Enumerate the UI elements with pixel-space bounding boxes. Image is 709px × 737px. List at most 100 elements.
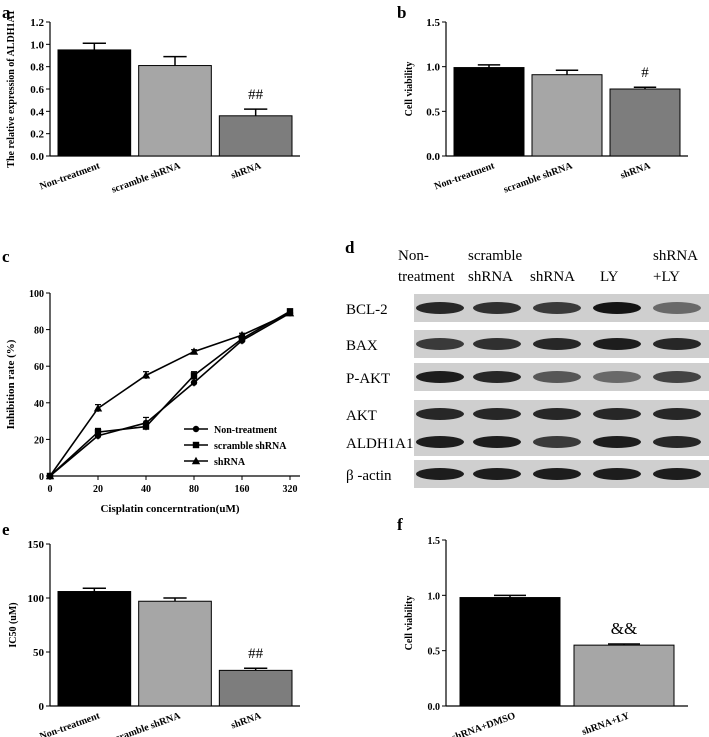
panel-letter-f: f xyxy=(397,515,403,534)
protein-band xyxy=(533,302,581,314)
y-tick-label: 0.4 xyxy=(30,106,44,118)
western-blot-panel: Non-treatment scramble shRNA shRNA LY shRNA +L… xyxy=(346,248,709,488)
data-point-circle xyxy=(192,425,200,433)
blot-row-label: β -actin xyxy=(346,468,392,484)
significance-marker: ## xyxy=(248,646,264,662)
y-tick-label: 0.5 xyxy=(428,647,441,658)
protein-band xyxy=(473,338,521,350)
protein-band xyxy=(533,371,581,383)
protein-band xyxy=(593,468,641,480)
protein-band xyxy=(416,371,464,383)
protein-band xyxy=(653,302,701,314)
protein-band xyxy=(416,302,464,314)
x-tick-label: 0 xyxy=(48,484,53,495)
lane-label-line2: LY xyxy=(600,269,619,285)
data-point-square xyxy=(238,335,246,342)
legend-label: Non-treatment xyxy=(214,425,278,436)
data-point-triangle xyxy=(45,471,55,480)
y-tick-label: 0.0 xyxy=(428,702,441,713)
protein-band xyxy=(593,436,641,448)
protein-band xyxy=(416,338,464,350)
x-category-label: shRNA xyxy=(230,710,264,731)
y-tick-label: 1.0 xyxy=(30,39,44,51)
y-tick-label: 1.2 xyxy=(30,17,44,29)
blot-row-label: P-AKT xyxy=(346,371,390,387)
y-axis-label: IC50 (uM) xyxy=(8,602,19,647)
y-tick-label: 100 xyxy=(28,593,45,605)
chart-c-inhibition-rate: 0 20 40 60 80 100 0 20 40 80 160 320 Cisplatin conce… xyxy=(5,289,300,515)
y-axis-label: Cell viability xyxy=(404,596,415,651)
y-tick-label: 20 xyxy=(34,435,44,446)
data-point-triangle xyxy=(93,404,103,412)
panel-letter-b: b xyxy=(397,3,406,22)
data-point-square xyxy=(192,441,200,449)
lane-label-line2: shRNA xyxy=(530,269,575,285)
bar xyxy=(609,88,681,157)
y-tick-label: 0.0 xyxy=(30,151,44,163)
y-tick-label: 50 xyxy=(33,647,45,659)
protein-band xyxy=(416,436,464,448)
y-tick-label: 1.0 xyxy=(428,591,441,602)
x-tick-label: 40 xyxy=(141,484,151,495)
x-category-label: Non-treatment xyxy=(433,160,497,192)
x-category-label: Non-treatment xyxy=(38,710,102,737)
protein-band xyxy=(653,338,701,350)
data-point-triangle xyxy=(191,456,201,465)
legend-label: shRNA xyxy=(214,457,246,468)
x-axis-label: Cisplatin concerntration(uM) xyxy=(100,503,239,515)
chart-e-ic50: 0 50 100 150 IC50 (uM) Non-treatment scramble … xyxy=(8,539,300,737)
y-tick-label: 1.0 xyxy=(426,62,440,74)
bar xyxy=(218,669,293,707)
series-line xyxy=(49,312,291,477)
x-tick-label: 320 xyxy=(283,484,298,495)
y-axis-label: Cell viability xyxy=(404,62,415,117)
protein-band xyxy=(533,468,581,480)
protein-band xyxy=(473,408,521,420)
x-tick-label: 80 xyxy=(189,484,199,495)
y-tick-label: 1.5 xyxy=(428,536,441,547)
panel-letter-c: c xyxy=(2,247,10,266)
lane-label-line1: shRNA xyxy=(653,248,698,264)
x-category-label: shRNA+LY xyxy=(580,710,631,737)
x-tick-label: 160 xyxy=(235,484,250,495)
panel-letter-d: d xyxy=(345,238,355,257)
bar xyxy=(57,591,132,707)
chart-f-cell-viability: 0.0 0.5 1.0 1.5 Cell viability shRNA+DMSO && sh… xyxy=(404,536,688,737)
panel-letter-e: e xyxy=(2,520,10,539)
x-category-label: shRNA+DMSO xyxy=(450,710,517,737)
y-tick-label: 0.5 xyxy=(426,106,440,118)
protein-band xyxy=(533,436,581,448)
data-point-triangle xyxy=(237,330,247,339)
protein-band xyxy=(473,302,521,314)
y-tick-label: 0.6 xyxy=(30,84,44,96)
series-line xyxy=(49,310,291,477)
protein-band xyxy=(533,338,581,350)
y-axis-label: Inhibition rate (%) xyxy=(5,339,17,429)
x-category-label: shRNA xyxy=(619,160,653,181)
data-point-square xyxy=(190,372,198,379)
protein-band xyxy=(533,408,581,420)
panel-letter-a: a xyxy=(2,3,11,22)
protein-band xyxy=(593,302,641,314)
x-category-label: shRNA xyxy=(230,160,264,181)
y-tick-label: 0 xyxy=(39,472,44,483)
protein-band xyxy=(416,468,464,480)
y-tick-label: 100 xyxy=(29,289,44,300)
significance-marker: ## xyxy=(248,87,264,103)
protein-band xyxy=(473,436,521,448)
y-tick-label: 1.5 xyxy=(426,17,440,29)
x-category-label: scramble shRNA xyxy=(502,160,575,195)
data-point-circle xyxy=(190,379,198,386)
protein-band xyxy=(593,338,641,350)
protein-band xyxy=(473,468,521,480)
y-tick-label: 40 xyxy=(34,399,44,410)
significance-marker: # xyxy=(641,65,649,81)
blot-row-label: BCL-2 xyxy=(346,302,388,318)
protein-band xyxy=(593,408,641,420)
bar xyxy=(218,115,293,157)
bar xyxy=(138,600,212,707)
y-tick-label: 60 xyxy=(34,362,44,373)
x-category-label: scramble shRNA xyxy=(110,710,183,737)
lane-label-line1: Non- xyxy=(398,248,429,264)
